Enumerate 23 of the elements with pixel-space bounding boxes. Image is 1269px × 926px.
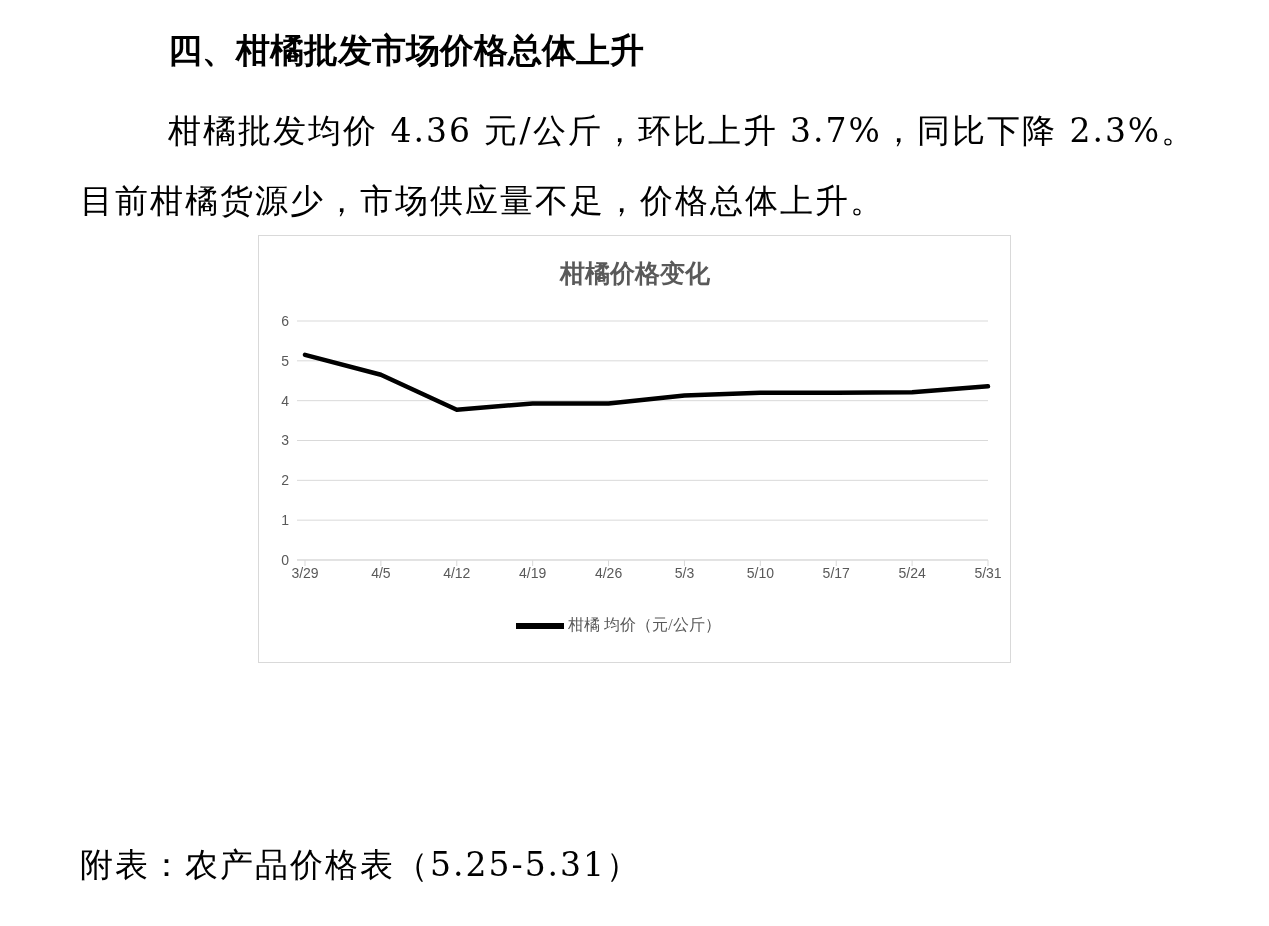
x-tick-label: 5/10 xyxy=(746,564,775,581)
y-tick-label: 2 xyxy=(281,472,290,489)
x-tick-label: 4/12 xyxy=(443,564,471,581)
text: 附表：农产品价格表（5.25-5.31） xyxy=(80,844,642,886)
line-series xyxy=(302,352,991,413)
y-tick-label: 3 xyxy=(281,432,290,449)
chart-title: 柑橘价格变化 xyxy=(558,257,711,290)
legend-label: 柑橘 均价（元/公斤） xyxy=(568,615,721,633)
text: 四、柑橘批发市场价格总体上升 xyxy=(168,29,644,72)
y-tick-label: 4 xyxy=(281,392,290,409)
y-tick-label: 0 xyxy=(281,551,290,568)
y-tick-label: 5 xyxy=(281,352,290,369)
x-tick-label: 3/29 xyxy=(291,564,319,581)
x-tick-label: 4/19 xyxy=(519,564,547,581)
x-tick-label: 4/26 xyxy=(594,564,623,581)
x-tick-label: 5/31 xyxy=(974,564,1002,581)
x-tick-label: 5/3 xyxy=(674,564,695,581)
text: 柑橘批发均价 4.36 元/公斤，环比上升 3.7%，同比下降 2.3%。目前柑橘货源少，市场供应量不足，价格总体上升。 xyxy=(80,110,1198,222)
x-tick-label: 4/5 xyxy=(371,564,391,581)
y-tick-label: 6 xyxy=(281,312,290,329)
y-tick-label: 1 xyxy=(281,512,290,529)
x-tick-label: 5/24 xyxy=(898,564,926,581)
x-tick-label: 5/17 xyxy=(822,564,851,581)
